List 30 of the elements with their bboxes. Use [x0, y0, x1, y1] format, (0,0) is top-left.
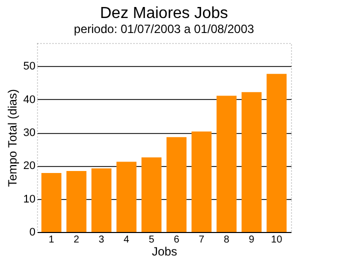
x-tick-label: 8 [224, 234, 230, 246]
bar [216, 96, 237, 232]
bar [166, 137, 187, 232]
x-tick-label: 1 [48, 234, 55, 246]
x-tick-label: 7 [198, 234, 205, 246]
chart-subtitle: periodo: 01/07/2003 a 01/08/2003 [74, 22, 254, 36]
y-tick-label: 50 [23, 60, 36, 73]
y-axis-title: Tempo Total (dias) [5, 89, 20, 187]
bar [41, 172, 62, 232]
y-tick-label: 30 [23, 127, 36, 140]
bar [242, 92, 262, 232]
bar [91, 168, 112, 232]
chart-title: Dez Maiores Jobs [100, 5, 228, 22]
y-tick-label: 20 [23, 160, 36, 172]
bar [66, 170, 86, 232]
x-tick-label: 5 [148, 234, 155, 246]
x-axis-title: Jobs [152, 244, 178, 258]
y-tick-label: 0 [29, 226, 36, 238]
x-tick-label: 6 [174, 234, 180, 246]
y-tick-label: 10 [23, 193, 36, 206]
bar [141, 157, 162, 232]
x-tick-label: 9 [248, 234, 255, 246]
x-tick-label: 4 [124, 234, 130, 246]
bar [116, 162, 136, 232]
y-tick-label: 40 [23, 94, 36, 106]
x-tick-label: 10 [271, 234, 283, 246]
x-tick-label: 2 [74, 234, 80, 246]
x-tick-label: 3 [98, 234, 105, 246]
bar [266, 74, 287, 232]
bar [192, 132, 212, 232]
